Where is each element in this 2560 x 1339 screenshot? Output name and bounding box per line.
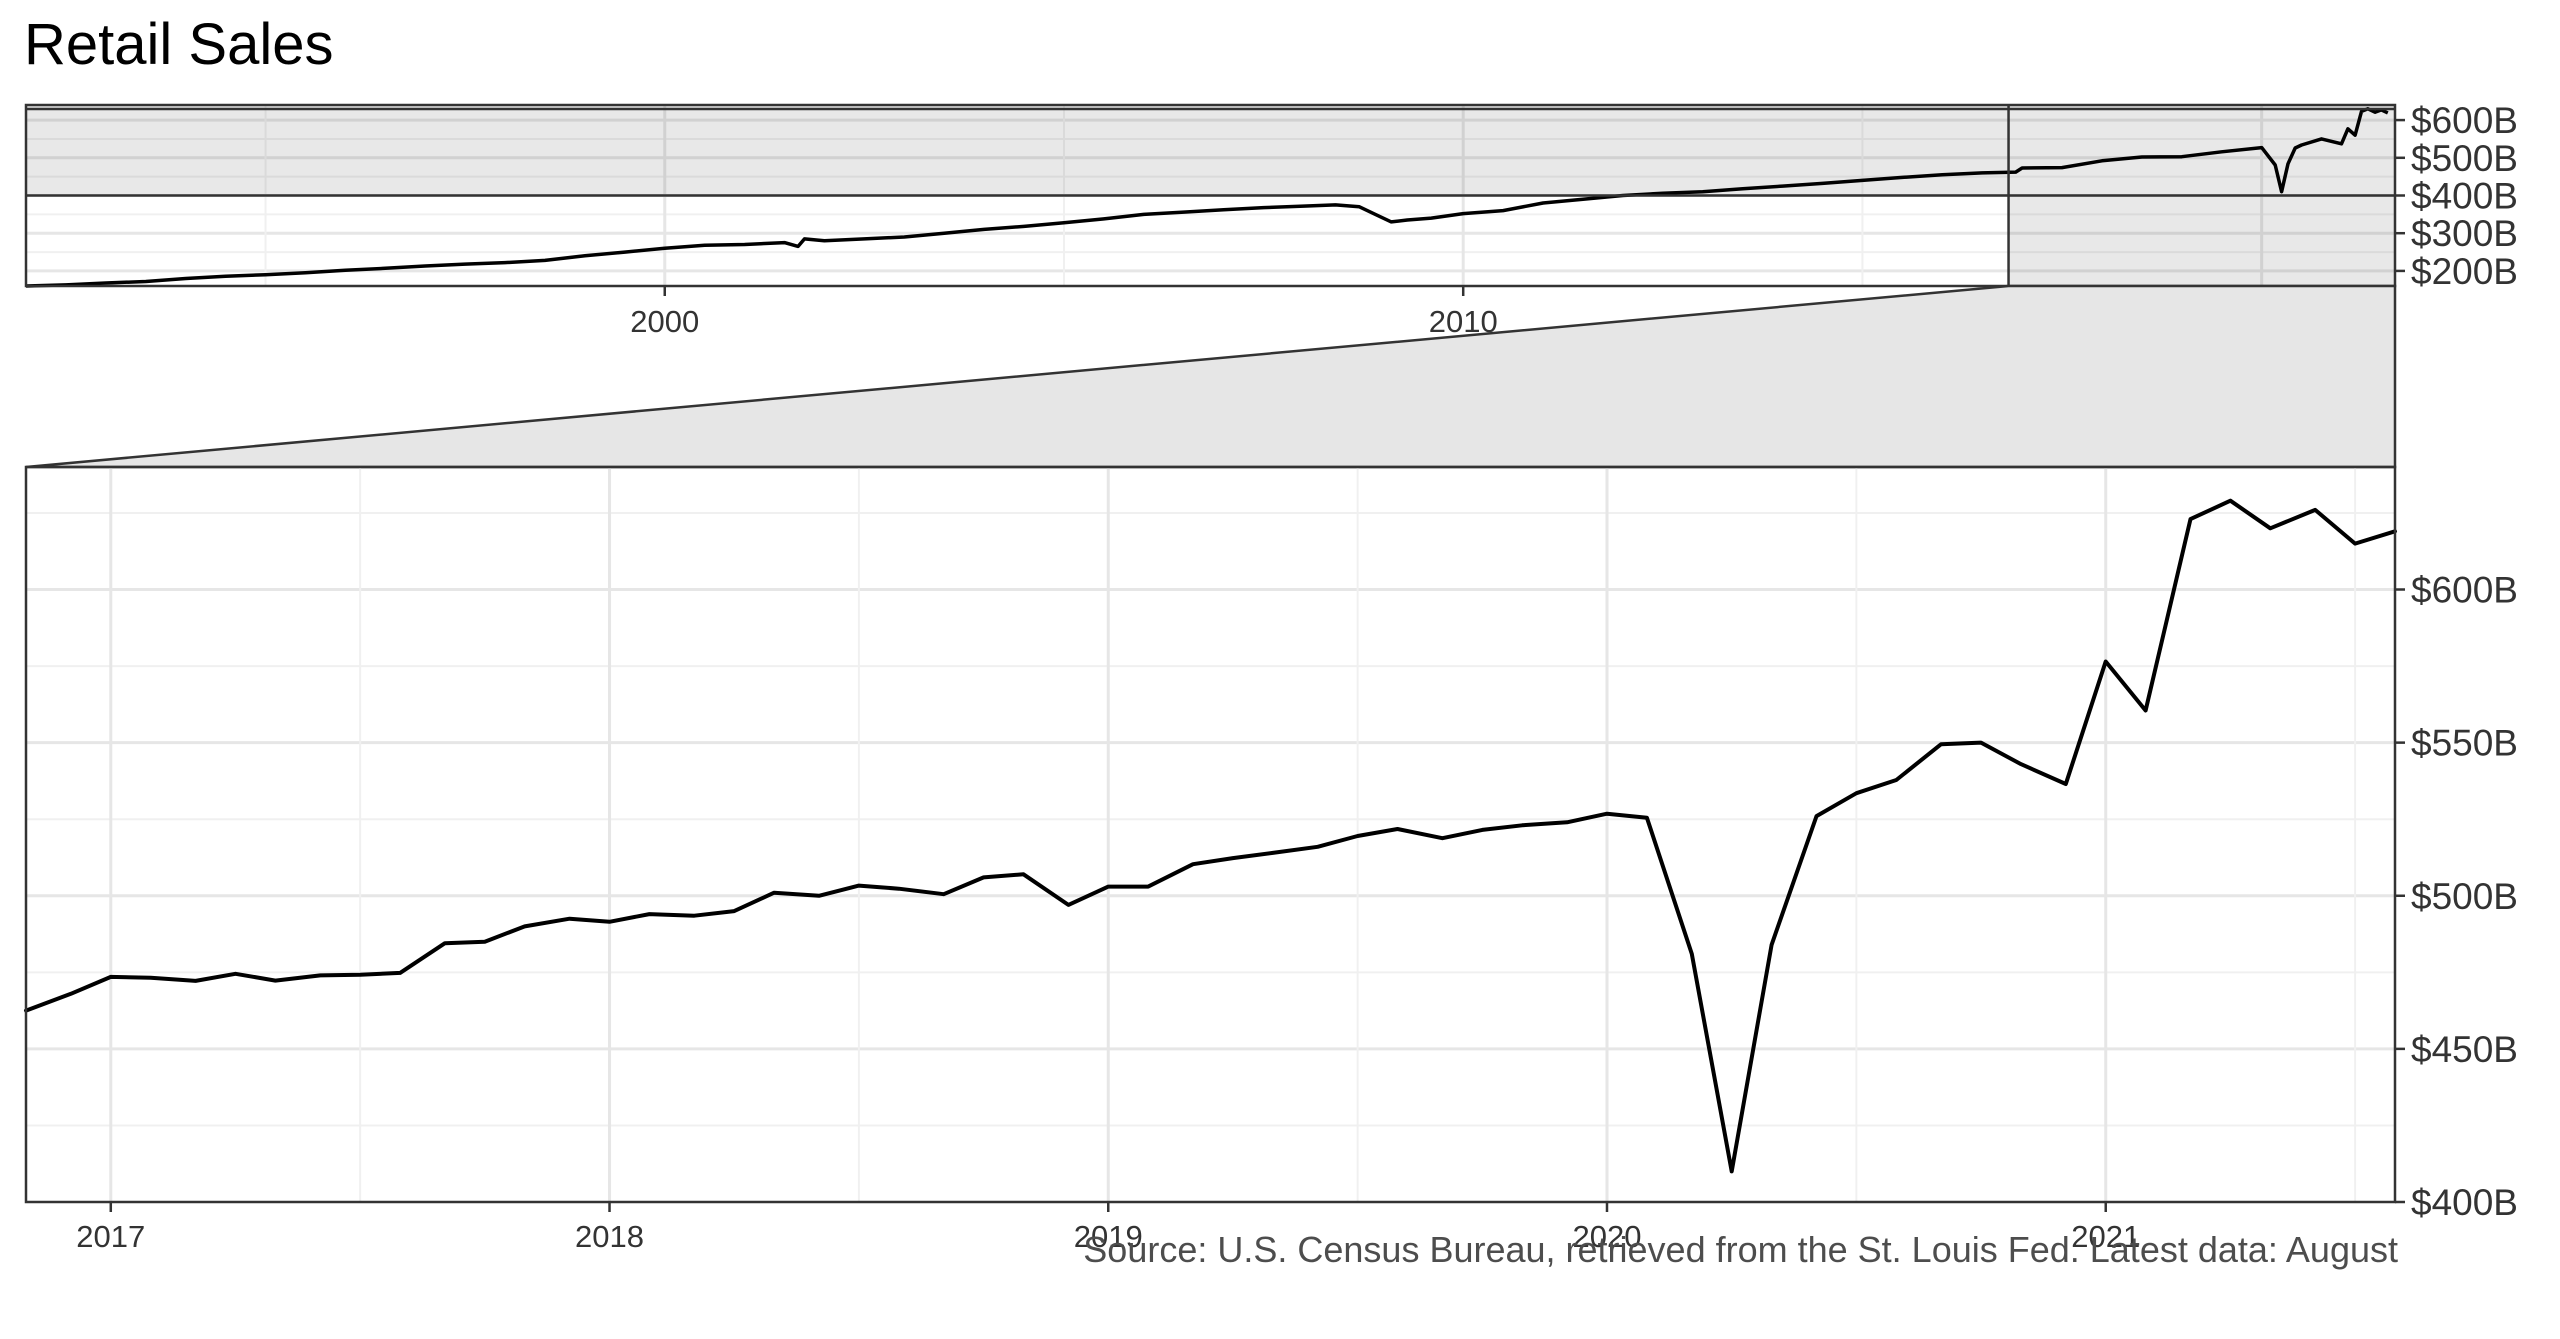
overview-y-tick-label: $500B bbox=[2411, 138, 2518, 179]
overview-y-tick-label: $200B bbox=[2411, 251, 2518, 292]
detail-x-tick-label: 2020 bbox=[1573, 1219, 1642, 1254]
overview-x-tick-label: 2000 bbox=[630, 304, 699, 339]
overview-y-tick-label: $600B bbox=[2411, 100, 2518, 141]
detail-frame bbox=[24, 465, 2397, 1204]
detail-series-line bbox=[24, 498, 2397, 1174]
detail-x-axis: 2017 2018 2019 2020 2021 bbox=[76, 1202, 2140, 1254]
detail-panel: $400B$450B$500B$550B$600B 2017 2018 2019 20… bbox=[24, 465, 2518, 1254]
chart-title: Retail Sales bbox=[24, 12, 333, 77]
source-caption: Source: U.S. Census Bureau, retrieved fr… bbox=[1083, 1229, 2398, 1270]
detail-y-tick-label: $450B bbox=[2411, 1029, 2518, 1070]
detail-x-tick-label: 2018 bbox=[575, 1219, 644, 1254]
overview-highlight-range bbox=[2008, 195, 2395, 286]
overview-y-tick-label: $400B bbox=[2411, 176, 2518, 217]
overview-y-axis: $200B$300B$400B$500B$600B bbox=[2395, 100, 2518, 292]
detail-y-tick-label: $600B bbox=[2411, 570, 2518, 611]
detail-y-axis: $400B $450B $500B $550B $600B bbox=[2395, 570, 2518, 1223]
overview-panel: $200B$300B$400B$500B$600B 200020102020 bbox=[24, 100, 2518, 339]
detail-grid bbox=[26, 467, 2395, 1202]
overview-y-tick-label: $300B bbox=[2411, 213, 2518, 254]
overview-series-line bbox=[25, 107, 2389, 288]
detail-y-tick-label: $550B bbox=[2411, 723, 2518, 764]
overview-highlight-shade bbox=[26, 105, 2395, 196]
detail-y-tick-label: $500B bbox=[2411, 876, 2518, 917]
detail-x-tick-label: 2017 bbox=[76, 1219, 145, 1254]
detail-x-tick-label: 2021 bbox=[2071, 1219, 2140, 1254]
detail-x-tick-label: 2019 bbox=[1074, 1219, 1143, 1254]
detail-y-tick-label: $400B bbox=[2411, 1182, 2518, 1223]
